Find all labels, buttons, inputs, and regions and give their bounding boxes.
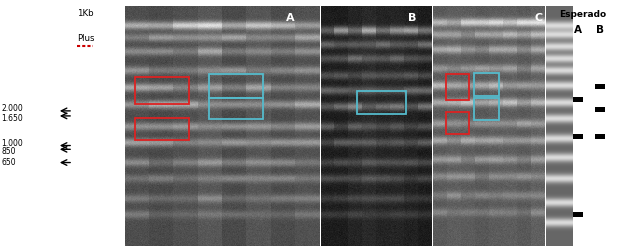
Bar — [573, 97, 583, 102]
Bar — [357, 91, 407, 114]
Text: 650: 650 — [1, 158, 16, 167]
Bar — [595, 107, 605, 112]
Text: Plus: Plus — [77, 34, 94, 43]
Bar — [446, 74, 469, 100]
Bar — [595, 134, 605, 139]
Bar — [573, 134, 583, 139]
Text: 2.000: 2.000 — [1, 104, 23, 113]
Bar — [209, 74, 264, 98]
Bar — [573, 212, 583, 217]
Bar — [0, 0, 125, 252]
Text: B: B — [596, 25, 604, 35]
Text: 850: 850 — [1, 147, 15, 156]
Text: B: B — [408, 13, 416, 23]
Text: A: A — [287, 13, 295, 23]
Text: A: A — [574, 25, 582, 35]
Text: Esperado: Esperado — [560, 10, 607, 19]
Text: 1.000: 1.000 — [1, 139, 23, 148]
Bar — [595, 84, 605, 89]
Bar — [546, 6, 619, 246]
Bar — [209, 98, 264, 119]
Bar — [135, 77, 189, 104]
Text: C: C — [534, 13, 542, 23]
Bar — [474, 73, 499, 96]
Bar — [446, 112, 469, 134]
Bar — [474, 98, 499, 120]
Bar — [135, 118, 189, 140]
Text: 1.650: 1.650 — [1, 114, 23, 123]
Text: 1Kb: 1Kb — [77, 9, 93, 18]
